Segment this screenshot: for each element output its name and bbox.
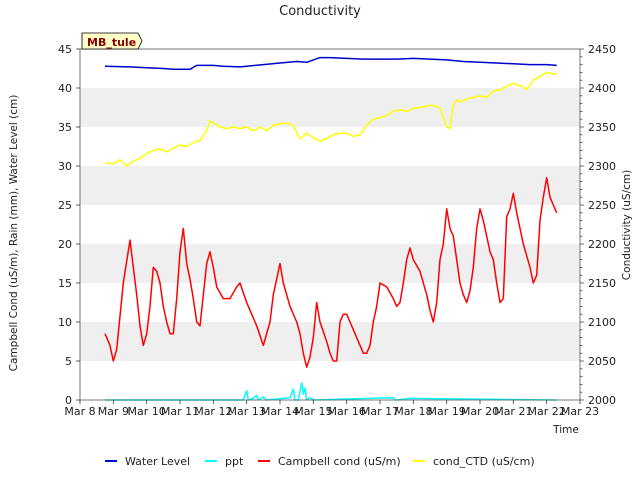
x-tick-label: Mar 19: [428, 405, 466, 418]
y-left-tick-label: 20: [58, 238, 72, 251]
x-tick-label: Mar 14: [261, 405, 299, 418]
y-right-tick-label: 2000: [588, 394, 616, 407]
y-right-tick-label: 2300: [588, 160, 616, 173]
y-left-tick-label: 5: [65, 355, 72, 368]
y-axis-right: 2000 2050 2100 2150 2200 2250 2300 2350 2400 2450: [580, 43, 616, 407]
series-line-campbell-cond-us-cm: [104, 176, 558, 368]
x-tick-label: Mar 11: [161, 405, 199, 418]
series-line-water-level: [104, 56, 557, 71]
x-tick-label: Mar 18: [394, 405, 432, 418]
legend-label: ppt: [225, 455, 244, 468]
y-left-tick-label: 0: [65, 394, 72, 407]
y-left-tick-label: 35: [58, 121, 72, 134]
y-right-tick-label: 2150: [588, 277, 616, 290]
y-right-tick-label: 2050: [588, 355, 616, 368]
y-right-tick-label: 2350: [588, 121, 616, 134]
plot-band: [80, 88, 580, 127]
y-right-tick-label: 2100: [588, 316, 616, 329]
y-left-tick-label: 25: [58, 199, 72, 212]
x-axis-label: Time: [552, 424, 579, 436]
site-label: MB_tule: [87, 36, 136, 49]
y-right-tick-label: 2400: [588, 82, 616, 95]
plot-band: [80, 322, 580, 361]
plot-frame: [79, 48, 581, 401]
x-tick-label: Mar 8: [64, 405, 95, 418]
chart-title: Conductivity: [279, 4, 361, 19]
site-label-box: MB_tule: [81, 32, 143, 50]
y-right-tick-label: 2250: [588, 199, 616, 212]
y-left-tick-label: 45: [58, 43, 72, 56]
y-axis-right-label: Conductivity (uS/cm): [621, 170, 633, 280]
legend-label: Campbell cond (uS/m): [278, 455, 401, 468]
x-tick-label: Mar 21: [494, 405, 532, 418]
y-axis-left: 0 5 10 15 20 25 30 35 40 45: [58, 43, 80, 407]
legend-label: Water Level: [125, 455, 190, 468]
plot-band: [80, 166, 580, 205]
legend: Water Level ppt Campbell cond (uS/m) cond_C…: [105, 455, 535, 468]
y-left-tick-label: 15: [58, 277, 72, 290]
y-left-tick-label: 40: [58, 82, 72, 95]
x-tick-label: Mar 9: [98, 405, 129, 418]
x-tick-label: Mar 23: [561, 405, 599, 418]
x-tick-label: Mar 13: [228, 405, 266, 418]
series-layer: [104, 56, 558, 401]
x-tick-label: Mar 12: [194, 405, 232, 418]
plot-band: [80, 244, 580, 283]
x-tick-label: Mar 17: [361, 405, 399, 418]
plot-bands: [80, 88, 580, 361]
y-left-tick-label: 30: [58, 160, 72, 173]
x-tick-label: Mar 20: [461, 405, 499, 418]
series-line-ppt: [105, 382, 557, 401]
x-tick-label: Mar 22: [528, 405, 566, 418]
x-tick-label: Mar 15: [294, 405, 332, 418]
y-right-tick-label: 2450: [588, 43, 616, 56]
series-line-cond-ctd-us-cm: [104, 71, 557, 167]
y-right-tick-label: 2200: [588, 238, 616, 251]
x-tick-label: Mar 16: [328, 405, 366, 418]
y-left-tick-label: 10: [58, 316, 72, 329]
x-tick-label: Mar 10: [128, 405, 166, 418]
legend-label: cond_CTD (uS/cm): [433, 455, 535, 468]
y-axis-left-label: Campbell Cond (uS/m), Rain (mm), Water L…: [8, 95, 20, 372]
